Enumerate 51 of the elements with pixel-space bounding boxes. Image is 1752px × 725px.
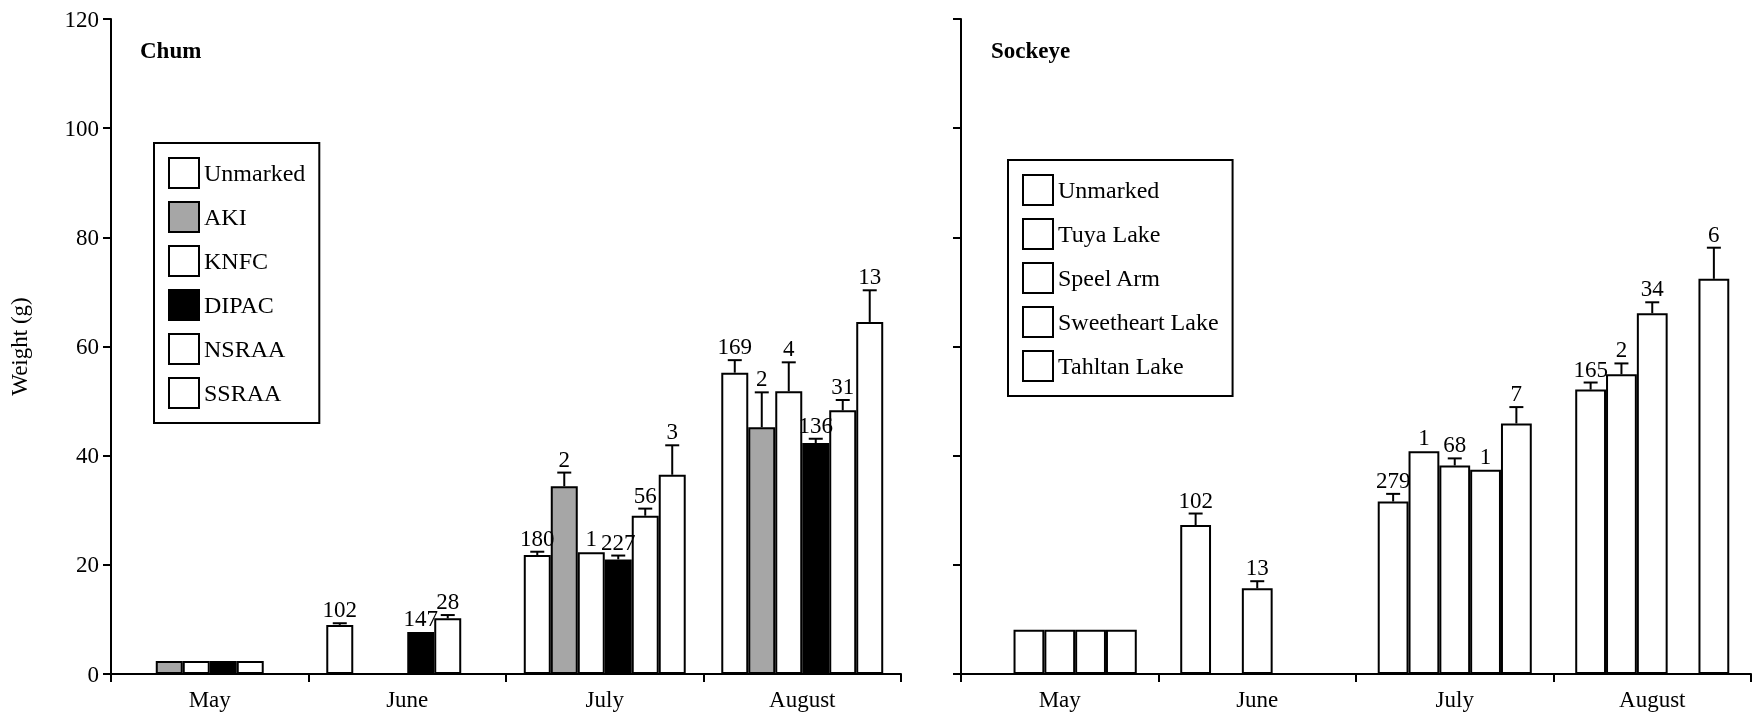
annotation: 6 — [1708, 221, 1720, 247]
y-tick-label: 0 — [87, 661, 99, 687]
annotation: 13 — [1245, 555, 1269, 581]
annotation: 34 — [1640, 276, 1665, 302]
x-tick-label: August — [769, 687, 837, 712]
annotation: 2 — [1615, 337, 1628, 363]
annotation: 4 — [783, 336, 795, 362]
legend-label: Tuya Lake — [1058, 221, 1161, 247]
annotation: 279 — [1375, 467, 1411, 493]
annotation: 169 — [717, 334, 753, 360]
x-tick-label: June — [1236, 687, 1279, 712]
y-tick-label: 100 — [64, 115, 99, 141]
legend-label: SSRAA — [204, 380, 283, 406]
annotation: 2 — [756, 366, 768, 392]
annotation: 2 — [558, 446, 571, 472]
legend-label: NSRAA — [204, 336, 287, 362]
legend-label: Speel Arm — [1058, 265, 1161, 291]
y-axis-title: Weight (g) — [7, 297, 32, 396]
annotation: 102 — [1178, 487, 1213, 513]
text: Chum — [140, 38, 202, 63]
legend-label: Unmarked — [1058, 177, 1160, 203]
y-tick-label: 40 — [76, 443, 99, 469]
x-tick-label: May — [188, 687, 232, 712]
annotation: 3 — [666, 419, 678, 445]
annotation: 1 — [1479, 443, 1492, 469]
legend-label: AKI — [204, 204, 247, 230]
legend-label: Tahltan Lake — [1058, 353, 1184, 379]
x-tick-label: August — [1619, 687, 1687, 712]
legend-label: KNFC — [204, 248, 269, 274]
text: Sockeye — [991, 38, 1071, 63]
annotation: 68 — [1443, 432, 1467, 458]
y-tick-label: 120 — [64, 6, 99, 32]
legend-label: Unmarked — [204, 160, 306, 186]
annotation: 165 — [1573, 356, 1608, 382]
annotation: 1 — [585, 526, 597, 552]
x-tick-label: May — [1038, 687, 1082, 712]
legend-label: DIPAC — [204, 292, 274, 318]
annotation: 147 — [403, 605, 438, 631]
x-tick-label: July — [1435, 687, 1475, 712]
x-tick-label: June — [386, 687, 429, 712]
annotation: 102 — [322, 597, 358, 623]
annotation: 31 — [831, 373, 855, 399]
legend-label: Sweetheart Lake — [1058, 309, 1219, 335]
y-tick-label: 20 — [76, 552, 99, 578]
annotation: 1 — [1418, 425, 1430, 451]
annotation: 13 — [858, 264, 882, 290]
annotation: 56 — [633, 482, 657, 508]
y-tick-label: 60 — [76, 334, 99, 359]
y-tick-label: 80 — [76, 224, 99, 250]
x-tick-label: July — [585, 687, 625, 712]
annotation: 7 — [1510, 381, 1523, 407]
